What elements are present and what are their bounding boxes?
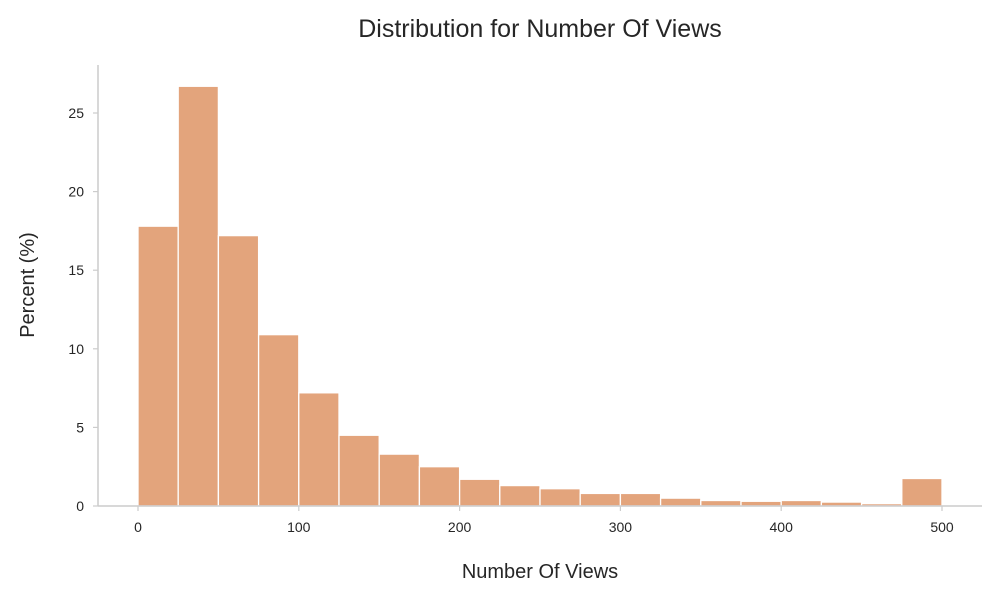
histogram-bar bbox=[177, 85, 220, 507]
histogram-bar bbox=[257, 334, 300, 507]
histogram-bar bbox=[298, 392, 340, 507]
x-axis-label: Number Of Views bbox=[462, 561, 618, 583]
x-tick-label: 500 bbox=[930, 519, 954, 535]
chart-title: Distribution for Number Of Views bbox=[358, 15, 722, 43]
x-tick-label: 100 bbox=[287, 519, 311, 535]
x-ticks-layer: 0 100 200 300 400 500 bbox=[134, 506, 954, 535]
histogram-bar bbox=[418, 466, 461, 507]
histogram-bar bbox=[901, 477, 943, 507]
histogram-bar bbox=[780, 499, 823, 507]
histogram-bar bbox=[378, 453, 421, 507]
y-tick-label: 20 bbox=[68, 184, 84, 200]
y-tick-label: 5 bbox=[76, 419, 84, 435]
histogram-bar bbox=[458, 478, 501, 507]
histogram-bar bbox=[338, 434, 380, 507]
histogram-bar bbox=[137, 225, 179, 507]
histogram-bar bbox=[217, 234, 260, 507]
bars-layer bbox=[137, 85, 943, 507]
y-tick-label: 10 bbox=[68, 341, 84, 357]
y-tick-label: 25 bbox=[68, 105, 84, 121]
histogram-bar bbox=[659, 497, 702, 507]
histogram-bar bbox=[579, 492, 622, 507]
axes-layer bbox=[97, 65, 982, 507]
x-tick-label: 400 bbox=[770, 519, 794, 535]
y-tick-label: 15 bbox=[68, 262, 84, 278]
histogram-bar bbox=[619, 492, 662, 507]
histogram-bar bbox=[700, 499, 742, 507]
y-tick-label: 0 bbox=[76, 498, 84, 514]
y-axis-label: Percent (%) bbox=[17, 232, 39, 338]
x-tick-label: 0 bbox=[134, 519, 142, 535]
y-ticks-layer: 0 5 10 15 20 25 bbox=[68, 105, 98, 514]
histogram-bar bbox=[539, 488, 581, 507]
histogram-bar bbox=[499, 484, 541, 507]
x-tick-label: 200 bbox=[448, 519, 472, 535]
x-tick-label: 300 bbox=[609, 519, 633, 535]
